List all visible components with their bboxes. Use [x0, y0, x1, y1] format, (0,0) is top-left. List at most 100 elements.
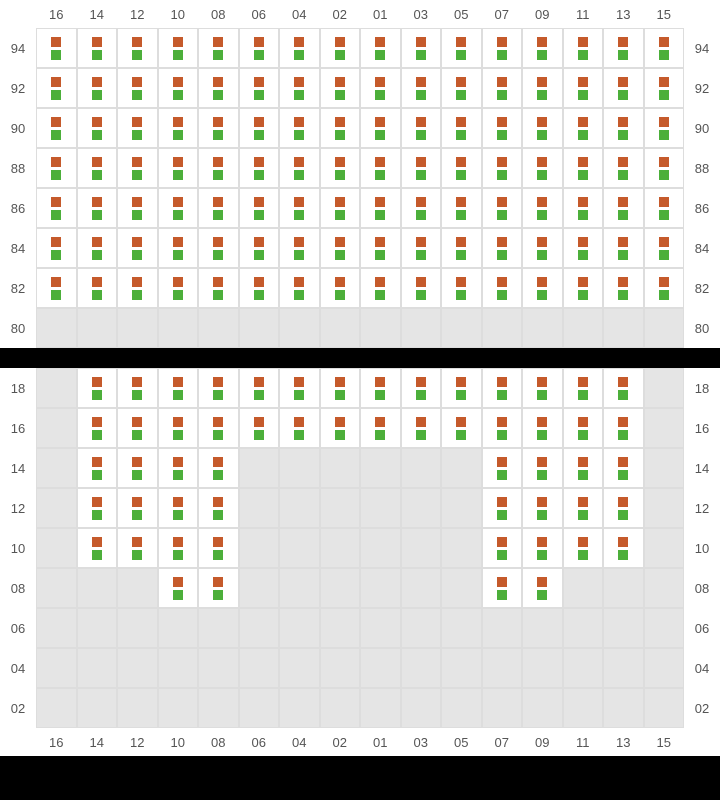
seat-cell-filled[interactable]: [77, 68, 118, 108]
seat-cell-filled[interactable]: [158, 148, 199, 188]
seat-cell-filled[interactable]: [644, 188, 685, 228]
seat-cell-filled[interactable]: [401, 368, 442, 408]
seat-cell-filled[interactable]: [603, 68, 644, 108]
seat-cell-filled[interactable]: [77, 448, 118, 488]
seat-cell-filled[interactable]: [77, 368, 118, 408]
seat-cell-filled[interactable]: [77, 268, 118, 308]
seat-cell-filled[interactable]: [36, 228, 77, 268]
seat-cell-filled[interactable]: [158, 368, 199, 408]
seat-cell-filled[interactable]: [482, 488, 523, 528]
seat-cell-filled[interactable]: [239, 408, 280, 448]
seat-cell-filled[interactable]: [522, 268, 563, 308]
seat-cell-filled[interactable]: [563, 448, 604, 488]
seat-cell-filled[interactable]: [320, 148, 361, 188]
seat-cell-filled[interactable]: [36, 68, 77, 108]
seat-cell-filled[interactable]: [117, 488, 158, 528]
seat-cell-filled[interactable]: [522, 368, 563, 408]
seat-cell-filled[interactable]: [401, 408, 442, 448]
seat-cell-filled[interactable]: [239, 148, 280, 188]
seat-cell-filled[interactable]: [563, 28, 604, 68]
seat-cell-filled[interactable]: [563, 408, 604, 448]
seat-cell-filled[interactable]: [360, 68, 401, 108]
seat-cell-filled[interactable]: [401, 108, 442, 148]
seat-cell-filled[interactable]: [279, 68, 320, 108]
seat-cell-filled[interactable]: [320, 268, 361, 308]
seat-cell-filled[interactable]: [279, 368, 320, 408]
seat-cell-filled[interactable]: [198, 28, 239, 68]
seat-cell-filled[interactable]: [563, 368, 604, 408]
seat-cell-filled[interactable]: [482, 108, 523, 148]
seat-cell-filled[interactable]: [401, 268, 442, 308]
seat-cell-filled[interactable]: [320, 68, 361, 108]
seat-cell-filled[interactable]: [360, 148, 401, 188]
seat-cell-filled[interactable]: [77, 528, 118, 568]
seat-cell-filled[interactable]: [77, 408, 118, 448]
seat-cell-filled[interactable]: [158, 268, 199, 308]
seat-cell-filled[interactable]: [239, 28, 280, 68]
seat-cell-filled[interactable]: [482, 368, 523, 408]
seat-cell-filled[interactable]: [603, 408, 644, 448]
seat-cell-filled[interactable]: [360, 368, 401, 408]
seat-cell-filled[interactable]: [320, 28, 361, 68]
seat-cell-filled[interactable]: [77, 148, 118, 188]
seat-cell-filled[interactable]: [482, 568, 523, 608]
seat-cell-filled[interactable]: [360, 408, 401, 448]
seat-cell-filled[interactable]: [522, 228, 563, 268]
seat-cell-filled[interactable]: [522, 408, 563, 448]
seat-cell-filled[interactable]: [117, 68, 158, 108]
seat-cell-filled[interactable]: [320, 228, 361, 268]
seat-cell-filled[interactable]: [77, 188, 118, 228]
seat-cell-filled[interactable]: [77, 228, 118, 268]
seat-cell-filled[interactable]: [522, 148, 563, 188]
seat-cell-filled[interactable]: [198, 568, 239, 608]
seat-cell-filled[interactable]: [320, 408, 361, 448]
seat-cell-filled[interactable]: [198, 488, 239, 528]
seat-cell-filled[interactable]: [158, 448, 199, 488]
seat-cell-filled[interactable]: [77, 108, 118, 148]
seat-cell-filled[interactable]: [482, 188, 523, 228]
seat-cell-filled[interactable]: [198, 448, 239, 488]
seat-cell-filled[interactable]: [482, 268, 523, 308]
seat-cell-filled[interactable]: [279, 268, 320, 308]
seat-cell-filled[interactable]: [401, 68, 442, 108]
seat-cell-filled[interactable]: [603, 488, 644, 528]
seat-cell-filled[interactable]: [320, 188, 361, 228]
seat-cell-filled[interactable]: [482, 148, 523, 188]
seat-cell-filled[interactable]: [158, 228, 199, 268]
seat-cell-filled[interactable]: [198, 108, 239, 148]
seat-cell-filled[interactable]: [482, 408, 523, 448]
seat-cell-filled[interactable]: [158, 108, 199, 148]
seat-cell-filled[interactable]: [603, 28, 644, 68]
seat-cell-filled[interactable]: [239, 368, 280, 408]
seat-cell-filled[interactable]: [644, 108, 685, 148]
seat-cell-filled[interactable]: [198, 68, 239, 108]
seat-cell-filled[interactable]: [563, 108, 604, 148]
seat-cell-filled[interactable]: [522, 188, 563, 228]
seat-cell-filled[interactable]: [36, 28, 77, 68]
seat-cell-filled[interactable]: [360, 268, 401, 308]
seat-cell-filled[interactable]: [482, 228, 523, 268]
seat-cell-filled[interactable]: [279, 28, 320, 68]
seat-cell-filled[interactable]: [117, 28, 158, 68]
seat-cell-filled[interactable]: [603, 108, 644, 148]
seat-cell-filled[interactable]: [198, 148, 239, 188]
seat-cell-filled[interactable]: [158, 28, 199, 68]
seat-cell-filled[interactable]: [644, 28, 685, 68]
seat-cell-filled[interactable]: [563, 228, 604, 268]
seat-cell-filled[interactable]: [198, 228, 239, 268]
seat-cell-filled[interactable]: [117, 408, 158, 448]
seat-cell-filled[interactable]: [522, 488, 563, 528]
seat-cell-filled[interactable]: [522, 528, 563, 568]
seat-cell-filled[interactable]: [279, 148, 320, 188]
seat-cell-filled[interactable]: [239, 188, 280, 228]
seat-cell-filled[interactable]: [239, 68, 280, 108]
seat-cell-filled[interactable]: [279, 228, 320, 268]
seat-cell-filled[interactable]: [603, 148, 644, 188]
seat-cell-filled[interactable]: [198, 268, 239, 308]
seat-cell-filled[interactable]: [401, 28, 442, 68]
seat-cell-filled[interactable]: [603, 228, 644, 268]
seat-cell-filled[interactable]: [36, 268, 77, 308]
seat-cell-filled[interactable]: [522, 568, 563, 608]
seat-cell-filled[interactable]: [441, 368, 482, 408]
seat-cell-filled[interactable]: [158, 528, 199, 568]
